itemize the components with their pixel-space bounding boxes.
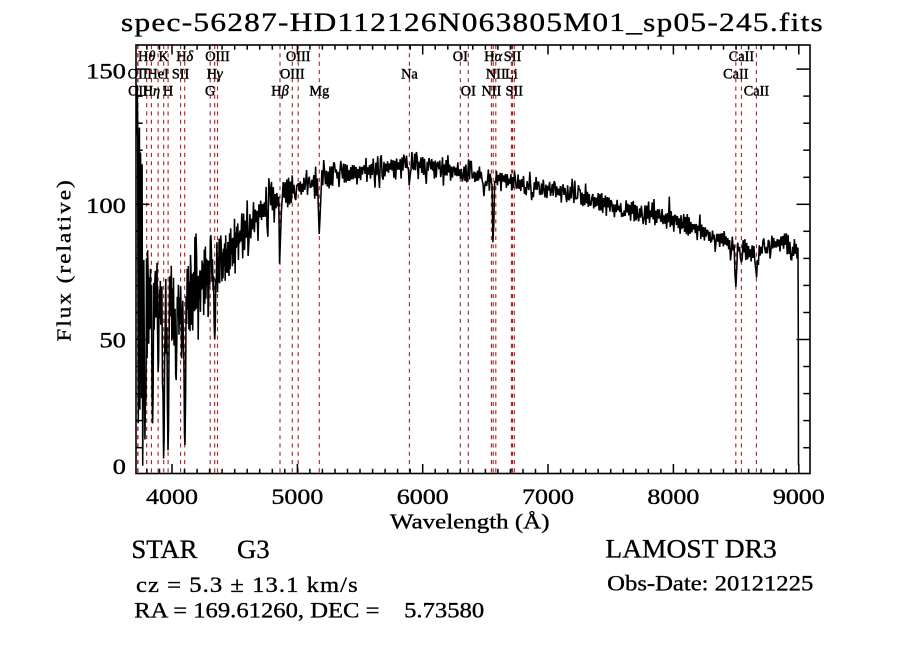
svg-text:OII: OII	[128, 84, 148, 100]
svg-text:9000: 9000	[773, 485, 825, 510]
svg-text:5000: 5000	[271, 485, 323, 510]
svg-text:OI: OI	[461, 84, 476, 100]
svg-text:Mg: Mg	[309, 84, 329, 100]
svg-text:CaII: CaII	[723, 67, 749, 83]
svg-text:Hγ: Hγ	[207, 67, 223, 83]
svg-text:NII: NII	[486, 67, 506, 83]
svg-text:Flux (relative): Flux (relative)	[53, 178, 75, 341]
svg-text:4000: 4000	[146, 485, 198, 510]
svg-text:spec-56287-HD112126N063805M01_: spec-56287-HD112126N063805M01_sp05-245.f…	[121, 9, 824, 38]
svg-text:STAR: STAR	[131, 534, 197, 564]
svg-text:K: K	[159, 49, 170, 65]
svg-text:Hβ: Hβ	[271, 84, 289, 100]
svg-text:Hδ: Hδ	[176, 49, 193, 65]
svg-text:SII: SII	[504, 49, 522, 65]
svg-text:Hη: Hη	[143, 84, 160, 100]
svg-text:6000: 6000	[397, 485, 449, 510]
svg-text:G: G	[205, 84, 215, 100]
svg-text:150: 150	[86, 60, 126, 84]
svg-text:CaII: CaII	[729, 49, 755, 65]
svg-text:Na: Na	[401, 67, 418, 83]
svg-text:RA = 169.61260, DEC = 5.735: RA = 169.61260, DEC = 5.73580	[134, 598, 484, 623]
svg-text:SII: SII	[172, 67, 190, 83]
svg-text:G3: G3	[237, 534, 270, 564]
svg-text:LAMOST DR3: LAMOST DR3	[605, 534, 776, 564]
svg-text:OIII: OIII	[286, 49, 311, 65]
svg-text:Hα: Hα	[484, 49, 502, 65]
svg-text:H: H	[163, 84, 173, 100]
svg-text:8000: 8000	[647, 485, 699, 510]
svg-text:Wavelength (Å): Wavelength (Å)	[390, 510, 550, 534]
svg-text:OIII: OIII	[280, 67, 305, 83]
svg-text:NII: NII	[481, 84, 501, 100]
svg-text:OI: OI	[453, 49, 468, 65]
svg-text:SII: SII	[506, 84, 524, 100]
svg-text:Li: Li	[505, 67, 518, 83]
svg-text:HeI: HeI	[147, 67, 169, 83]
svg-text:100: 100	[86, 194, 126, 218]
svg-text:cz = 5.3 ± 13.1 km/s: cz = 5.3 ± 13.1 km/s	[136, 573, 359, 598]
svg-text:Obs-Date: 20121225: Obs-Date: 20121225	[607, 572, 813, 596]
svg-text:Hθ: Hθ	[138, 49, 155, 65]
svg-text:0: 0	[113, 455, 126, 479]
svg-text:CaII: CaII	[744, 84, 770, 100]
svg-text:50: 50	[99, 328, 126, 352]
svg-text:7000: 7000	[522, 485, 574, 510]
svg-text:OII: OII	[128, 67, 148, 83]
svg-text:OIII: OIII	[205, 49, 230, 65]
